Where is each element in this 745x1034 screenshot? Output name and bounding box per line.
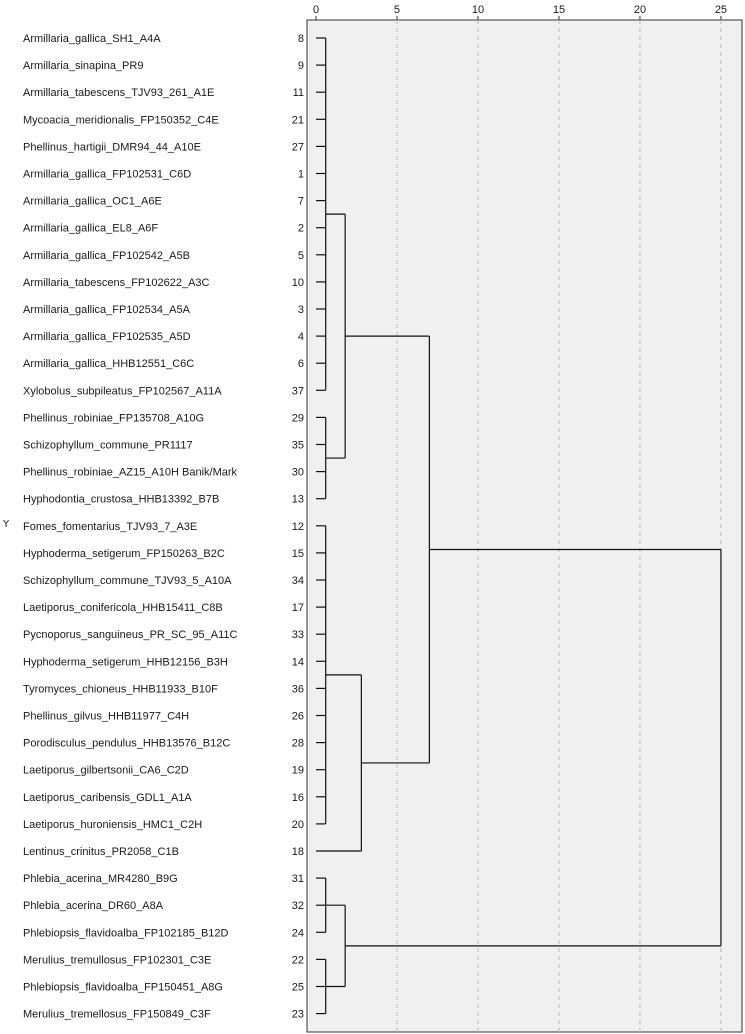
x-axis-ticks: 0 5 10 15 20 25 [313,4,727,20]
leaf-name-label: Tyromyces_chioneus_HHB11933_B10F [23,683,218,695]
leaf-name-label: Phellinus_robiniae_FP135708_A10G [23,412,204,424]
leaf-id-label: 13 [292,494,304,506]
leaf-name-label: Schizophyllum_commune_PR1117 [23,440,193,452]
leaf-id-label: 28 [292,738,304,750]
x-tick-label: 5 [394,4,400,16]
leaf-id-label: 23 [292,1009,304,1021]
leaf-name-label: Armillaria_tabescens_TJV93_261_A1E [23,87,214,99]
leaf-name-label: Pycnoporus_sanguineus_PR_SC_95_A11C [23,629,237,641]
leaf-id-label: 29 [292,412,304,424]
leaf-name-label: Laetiporus_caribensis_GDL1_A1A [23,792,192,804]
leaf-id-label: 26 [292,711,304,723]
x-tick-label: 25 [715,4,727,16]
leaf-name-label: Hyphodontia_crustosa_HHB13392_B7B [23,494,219,506]
x-tick-label: 0 [313,4,319,16]
leaf-name-label: Laetiporus_conifericola_HHB15411_C8B [23,602,223,614]
x-tick-label: 20 [634,4,646,16]
leaf-id-label: 3 [298,304,304,316]
leaf-id-label: 6 [298,358,304,370]
x-tick-label: 10 [472,4,484,16]
leaf-name-label: Merulius_tremellosus_FP150849_C3F [23,1009,211,1021]
leaf-name-label: Phlebia_acerina_MR4280_B9G [23,873,178,885]
leaf-name-label: Armillaria_gallica_FP102535_A5D [23,331,191,343]
leaf-id-label: 21 [292,114,304,126]
leaf-name-label: Xylobolus_subpileatus_FP102567_A11A [23,385,222,397]
leaf-name-label: Porodisculus_pendulus_HHB13576_B12C [23,738,230,750]
leaf-name-label: Phlebiopsis_flavidoalba_FP150451_A8G [23,982,223,994]
leaf-id-label: 31 [292,873,304,885]
leaf-id-label: 32 [292,900,304,912]
leaf-id-label: 37 [292,385,304,397]
leaf-name-label: Armillaria_gallica_FP102542_A5B [23,250,190,262]
x-tick-label: 15 [553,4,565,16]
leaf-id-label: 8 [298,33,304,45]
leaf-name-label: Phellinus_robiniae_AZ15_A10H Banik/Mark [23,467,238,479]
leaf-id-label: 10 [292,277,304,289]
leaf-id-label: 9 [298,60,304,72]
leaf-id-label: 30 [292,467,304,479]
leaf-name-label: Laetiporus_huroniensis_HMC1_C2H [23,819,202,831]
leaf-name-label: Laetiporus_gilbertsonii_CA6_C2D [23,765,189,777]
leaf-name-label: Armillaria_tabescens_FP102622_A3C [23,277,210,289]
leaf-id-label: 2 [298,223,304,235]
leaf-name-label: Phlebia_acerina_DR60_A8A [23,900,164,912]
leaf-name-label: Armillaria_gallica_SH1_A4A [23,33,161,45]
leaf-id-label: 27 [292,141,304,153]
leaf-id-label: 16 [292,792,304,804]
leaf-id-label: 34 [292,575,304,587]
leaf-name-label: Armillaria_gallica_FP102531_C6D [23,169,191,181]
leaf-id-label: 19 [292,765,304,777]
leaf-name-label: Merulius_tremullosus_FP102301_C3E [23,954,211,966]
leaf-id-label: 14 [292,656,304,668]
leaf-name-label: Phellinus_gilvus_HHB11977_C4H [23,711,189,723]
plot-area [306,19,743,1033]
leaf-name-label: Fomes_fomentarius_TJV93_7_A3E [23,521,197,533]
leaf-id-label: 11 [293,87,304,99]
leaf-id-label: 22 [292,954,304,966]
leaf-name-label: Phellinus_hartigii_DMR94_44_A10E [23,141,201,153]
leaf-name-label: Armillaria_sinapina_PR9 [23,60,143,72]
leaf-id-label: 15 [292,548,304,560]
leaf-id-label: 33 [292,629,304,641]
leaf-id-label: 20 [292,819,304,831]
leaf-name-label: Hyphoderma_setigerum_HHB12156_B3H [23,656,228,668]
leaf-name-label: Armillaria_gallica_HHB12551_C6C [23,358,194,370]
leaf-id-label: 25 [292,982,304,994]
leaf-name-label: Phlebiopsis_flavidoalba_FP102185_B12D [23,927,229,939]
leaf-name-label: Armillaria_gallica_EL8_A6F [23,223,158,235]
leaf-id-label: 35 [292,440,304,452]
leaf-name-label: Armillaria_gallica_FP102534_A5A [23,304,191,316]
leaf-id-label: 4 [298,331,304,343]
leaf-name-label: Lentinus_crinitus_PR2058_C1B [23,846,179,858]
leaf-name-label: Hyphoderma_setigerum_FP150263_B2C [23,548,225,560]
leaf-id-label: 12 [292,521,304,533]
leaf-id-label: 24 [292,927,304,939]
y-axis-label: Y [2,519,10,530]
leaf-id-label: 7 [298,196,304,208]
leaf-id-label: 17 [292,602,304,614]
leaf-labels: Armillaria_gallica_SH1_A4A 8 Armillaria_si… [23,33,304,1021]
leaf-id-label: 5 [298,250,304,262]
leaf-name-label: Schizophyllum_commune_TJV93_5_A10A [23,575,232,587]
leaf-name-label: Mycoacia_meridionalis_FP150352_C4E [23,114,219,126]
leaf-id-label: 1 [298,169,304,181]
leaf-name-label: Armillaria_gallica_OC1_A6E [23,196,162,208]
dendrogram-links [316,37,722,1015]
leaf-id-label: 18 [292,846,304,858]
leaf-id-label: 36 [292,683,304,695]
grid-lines [396,20,722,1032]
